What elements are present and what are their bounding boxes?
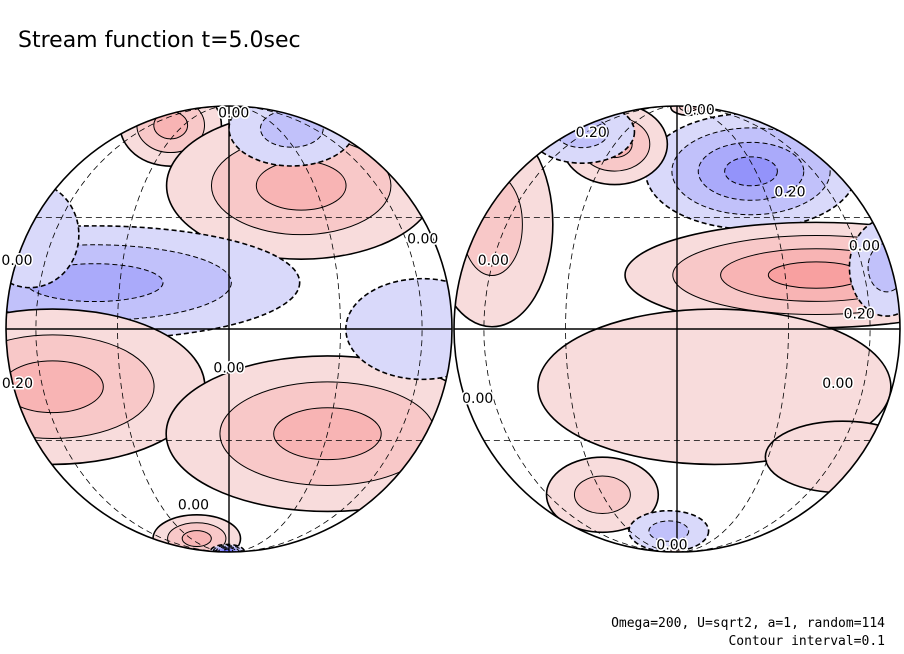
chart-title: Stream function t=5.0sec (18, 28, 301, 53)
footer-contour-interval: Contour interval=0.1 (728, 634, 885, 649)
left-hemisphere: 0.00 0.00 0.00 0.20 0.00 0.00 (0, 104, 453, 553)
contour-label-left-0: 0.00 (218, 106, 249, 122)
contour-left-7-0 (6, 181, 80, 289)
contour-label-right-3: 0.00 (849, 239, 880, 255)
meridian-left--60 (35, 106, 230, 552)
contour-left-3-2 (6, 360, 104, 414)
contour-label-right-2: 0.20 (774, 185, 805, 201)
footer-params: Omega=200, U=sqrt2, a=1, random=114 (611, 616, 885, 631)
right-hemisphere: 0.00 0.20 0.20 0.00 0.20 0.00 0.00 0.00 0.00 (453, 101, 901, 555)
contour-label-right-8: 0.00 (656, 537, 687, 553)
contour-label-right-4: 0.20 (844, 306, 875, 322)
contour-label-left-1: 0.00 (407, 231, 438, 247)
contour-right-6-1 (573, 475, 631, 515)
contour-label-right-0: 0.00 (684, 102, 715, 118)
contour-field (6, 106, 452, 552)
meridian-left-60 (228, 106, 423, 552)
contour-label-left-5: 0.00 (178, 498, 209, 514)
globe-outline-left (5, 105, 453, 553)
contour-label-left-4: 0.00 (213, 361, 244, 377)
contour-right-8-1 (648, 520, 690, 542)
contour-label-left-2: 0.00 (1, 253, 32, 269)
contour-left-5-2 (181, 530, 212, 547)
globe-outline-right (453, 105, 901, 553)
contour-left-0-2 (153, 111, 189, 140)
contour-right-0-3 (724, 156, 778, 187)
contour-label-right-5: 0.00 (478, 253, 509, 269)
meridian-right--60 (483, 106, 678, 552)
contour-left-1-2 (255, 160, 347, 211)
meridian-right-60 (676, 106, 871, 552)
contour-label-left-3: 0.20 (2, 376, 33, 392)
contour-label-right-7: 0.00 (822, 376, 853, 392)
contour-label-right-6: 0.00 (462, 391, 493, 407)
contour-label-right-1: 0.20 (576, 125, 607, 141)
